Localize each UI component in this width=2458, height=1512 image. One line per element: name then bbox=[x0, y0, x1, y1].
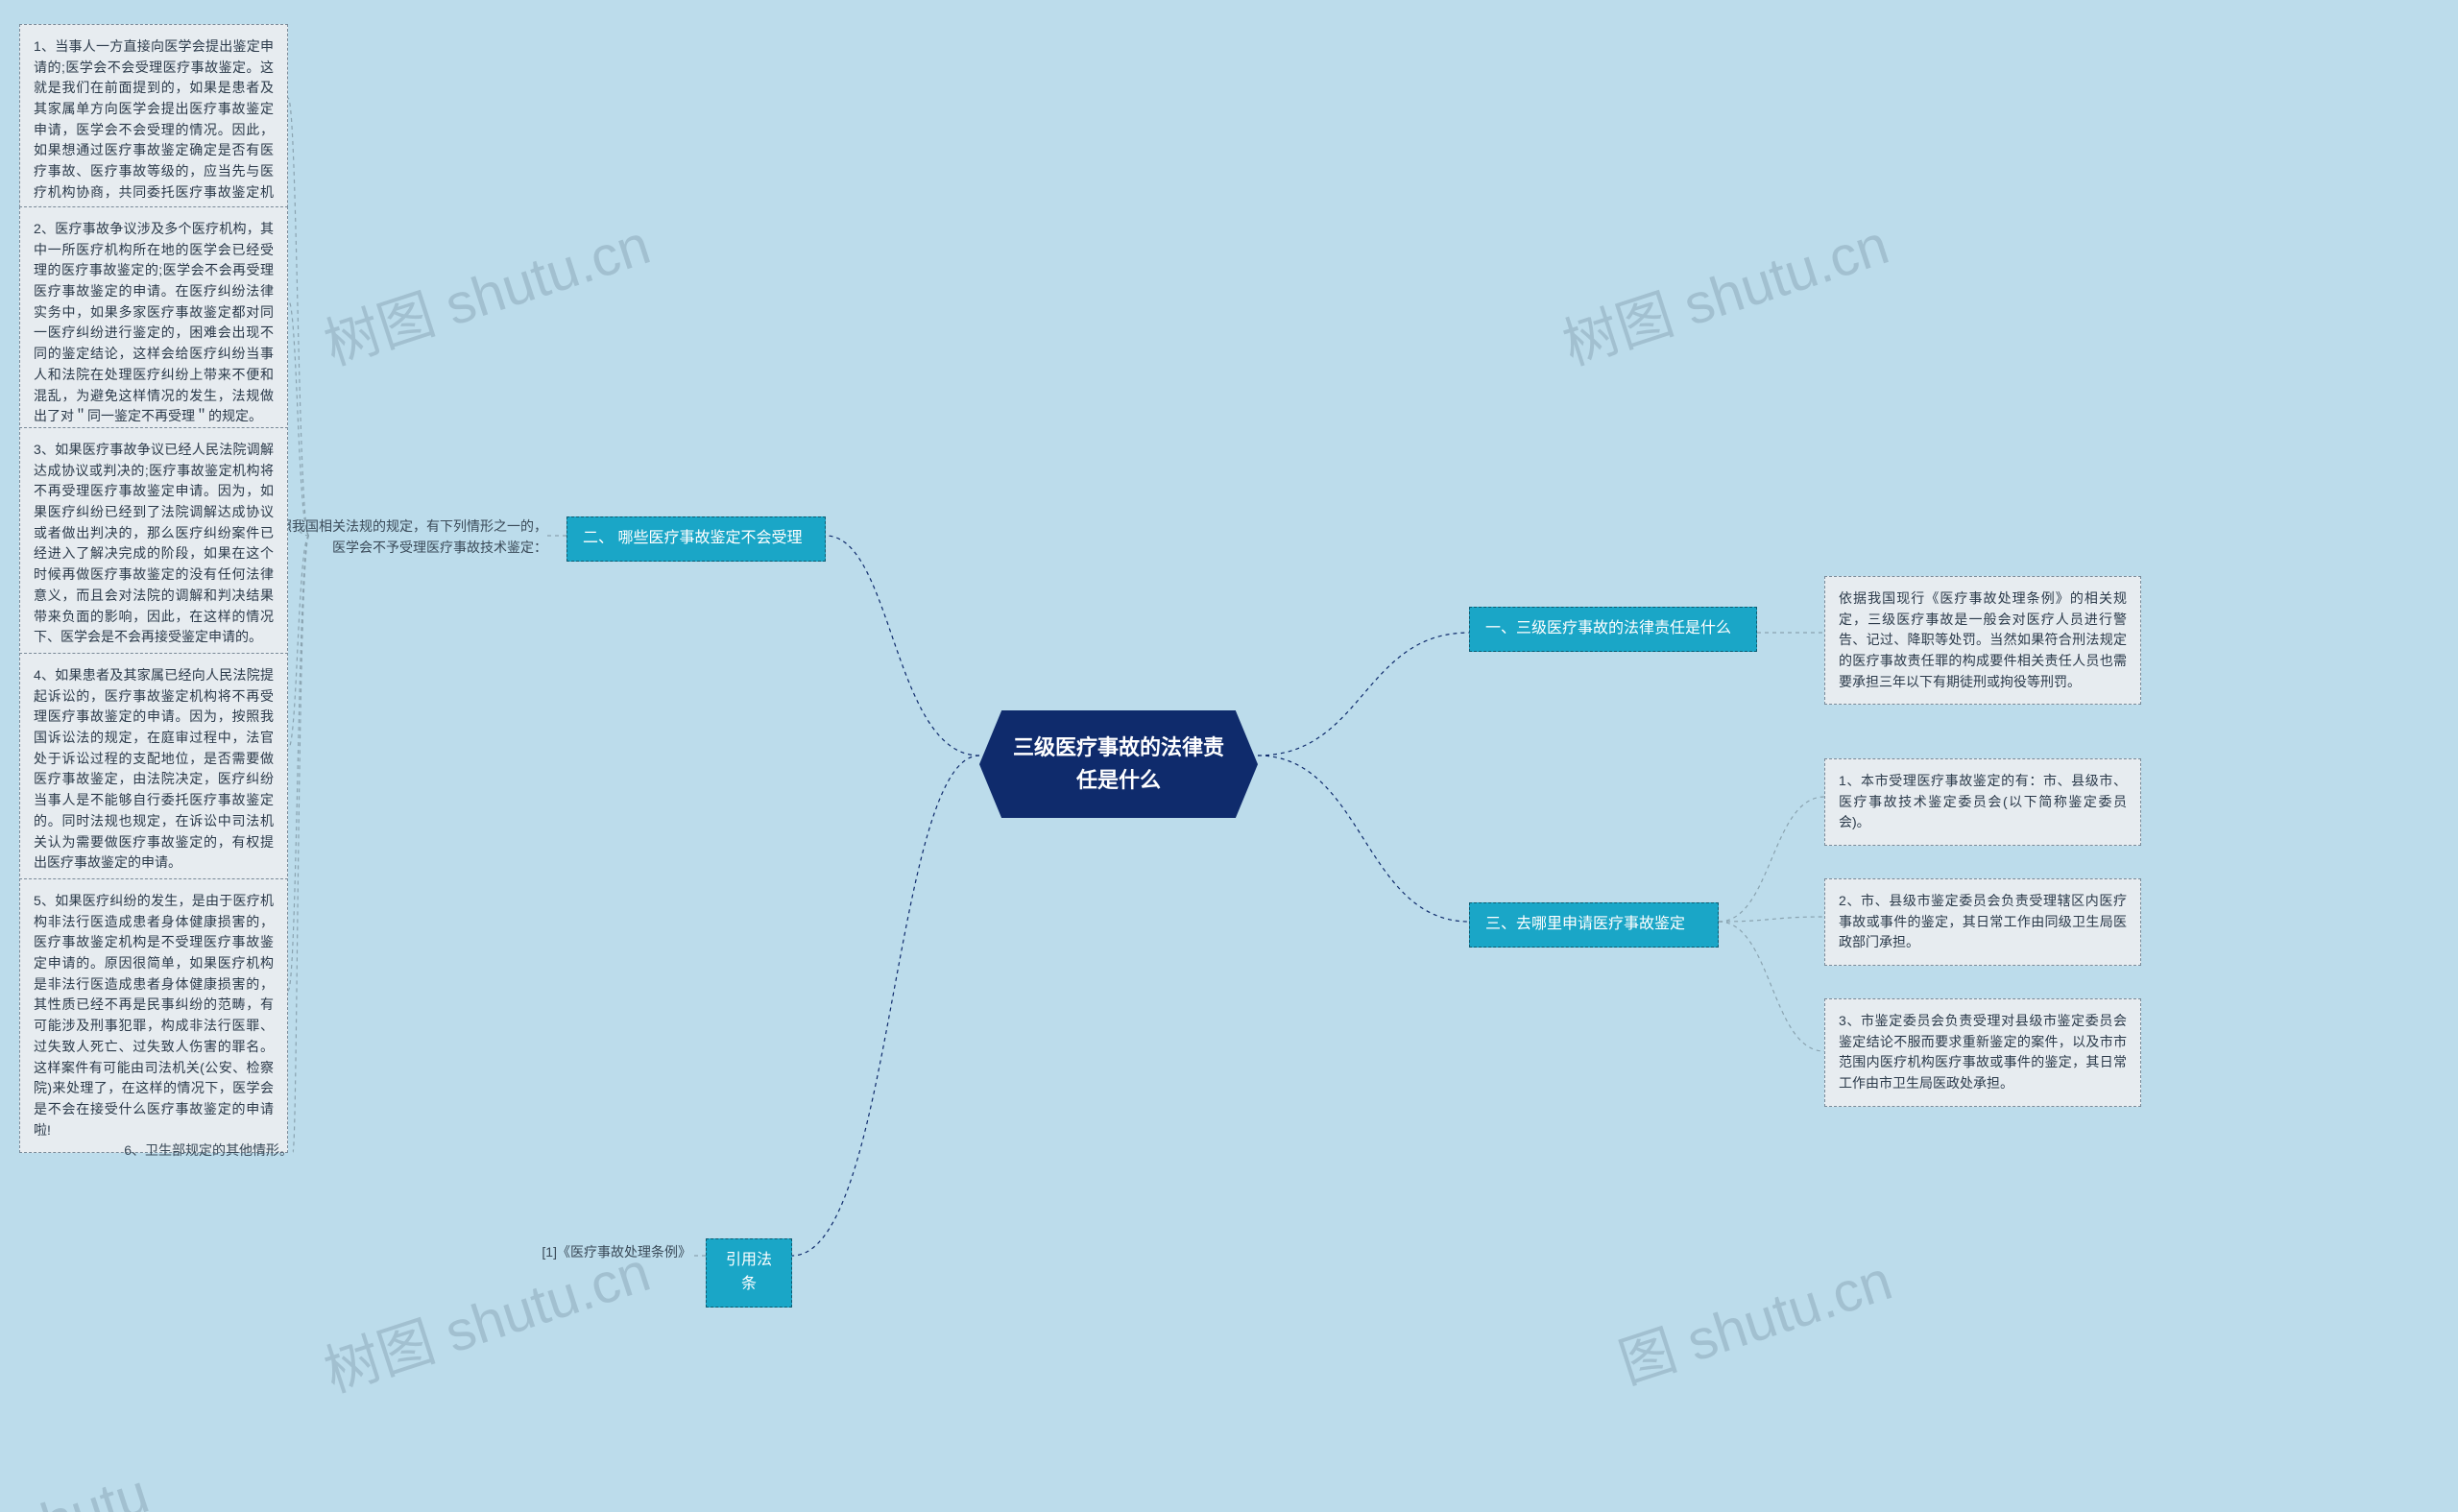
branch-node-4: 引用法条 bbox=[706, 1238, 792, 1308]
leaf-node: 2、医疗事故争议涉及多个医疗机构，其中一所医疗机构所在地的医学会已经受理的医疗事… bbox=[19, 206, 288, 440]
watermark: 图 shutu bbox=[0, 1449, 157, 1512]
leaf-node: 4、如果患者及其家属已经向人民法院提起诉讼的，医疗事故鉴定机构将不再受理医疗事故… bbox=[19, 653, 288, 886]
branch-node-1: 一、三级医疗事故的法律责任是什么 bbox=[1469, 607, 1757, 652]
watermark: 树图 shutu.cn bbox=[1552, 200, 1897, 380]
leaf-node: 1、当事人一方直接向医学会提出鉴定申请的;医学会不会受理医疗事故鉴定。这就是我们… bbox=[19, 24, 288, 236]
leaf-node: 5、如果医疗纠纷的发生，是由于医疗机构非法行医造成患者身体健康损害的，医疗事故鉴… bbox=[19, 878, 288, 1153]
leaf-node: 3、市鉴定委员会负责受理对县级市鉴定委员会鉴定结论不服而要求重新鉴定的案件，以及… bbox=[1824, 998, 2141, 1107]
leaf-node: 依据我国现行《医疗事故处理条例》的相关规定，三级医疗事故是一般会对医疗人员进行警… bbox=[1824, 576, 2141, 705]
leaf-node-plain: 6、卫生部规定的其他情形。 bbox=[101, 1140, 293, 1162]
leaf-node: 3、如果医疗事故争议已经人民法院调解达成协议或判决的;医疗事故鉴定机构将不再受理… bbox=[19, 427, 288, 660]
leaf-node: 2、市、县级市鉴定委员会负责受理辖区内医疗事故或事件的鉴定，其日常工作由同级卫生… bbox=[1824, 878, 2141, 966]
branch-2-label: 按照我国相关法规的规定，有下列情形之一的，医学会不予受理医疗事故技术鉴定： bbox=[259, 516, 547, 558]
branch-node-2: 二、 哪些医疗事故鉴定不会受理 bbox=[566, 516, 826, 562]
branch-node-3: 三、去哪里申请医疗事故鉴定 bbox=[1469, 902, 1719, 948]
center-node: 三级医疗事故的法律责任是什么 bbox=[979, 710, 1258, 818]
branch-4-label: [1]《医疗事故处理条例》 bbox=[518, 1242, 691, 1263]
leaf-node: 1、本市受理医疗事故鉴定的有：市、县级市、医疗事故技术鉴定委员会(以下简称鉴定委… bbox=[1824, 758, 2141, 846]
watermark: 图 shutu.cn bbox=[1607, 1236, 1900, 1400]
watermark: 树图 shutu.cn bbox=[313, 200, 659, 380]
